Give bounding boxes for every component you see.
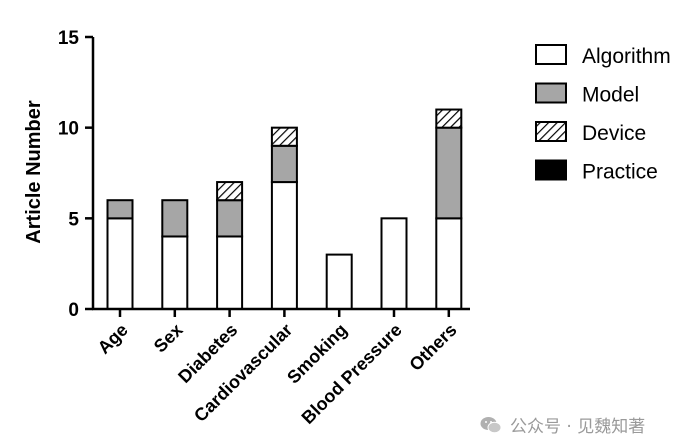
x-tick-label: Blood Pressure [298,320,406,428]
bar-algorithm-blood-pressure [380,217,408,310]
bar-algorithm-age [106,217,134,310]
legend-label-device: Device [582,122,646,145]
legend-label-algorithm: Algorithm [582,45,671,68]
bar-algorithm-cardiovascular [270,181,298,310]
y-tick-label: 10 [58,119,79,140]
bar-model-age [106,199,134,220]
legend-swatch-practice [535,159,567,181]
x-tick-label: Age [94,320,132,358]
legend-swatch-algorithm [535,44,567,65]
legend-swatch-model [535,82,567,104]
bar-algorithm-smoking [325,253,353,311]
watermark: 公众号 · 见魏知著 [480,412,645,437]
y-tick-label: 5 [68,209,79,230]
bar-algorithm-diabetes [216,235,244,310]
watermark-text: 公众号 · 见魏知著 [510,417,646,437]
x-tick-label: Cardiovascular [190,320,296,426]
x-tick-label: Sex [150,320,187,357]
bar-algorithm-others [435,217,463,310]
y-tick-label: 15 [58,28,80,49]
bar-device-cardiovascular [270,126,298,147]
bar-model-others [435,126,463,220]
bar-model-cardiovascular [270,144,298,184]
y-tick-label: 0 [68,300,79,321]
bar-algorithm-sex [161,235,189,310]
wechat-icon [480,416,502,433]
bar-model-diabetes [216,199,244,238]
legend: Algorithm Model Device Practice [535,44,671,184]
bar-model-sex [161,199,189,238]
bar-device-others [435,108,463,129]
x-tick-label: Others [405,320,460,375]
legend-label-practice: Practice [582,161,658,184]
bar-device-diabetes [216,181,244,202]
y-axis-label: Article Number [23,100,45,244]
legend-swatch-device [535,121,567,142]
legend-label-model: Model [582,84,639,107]
